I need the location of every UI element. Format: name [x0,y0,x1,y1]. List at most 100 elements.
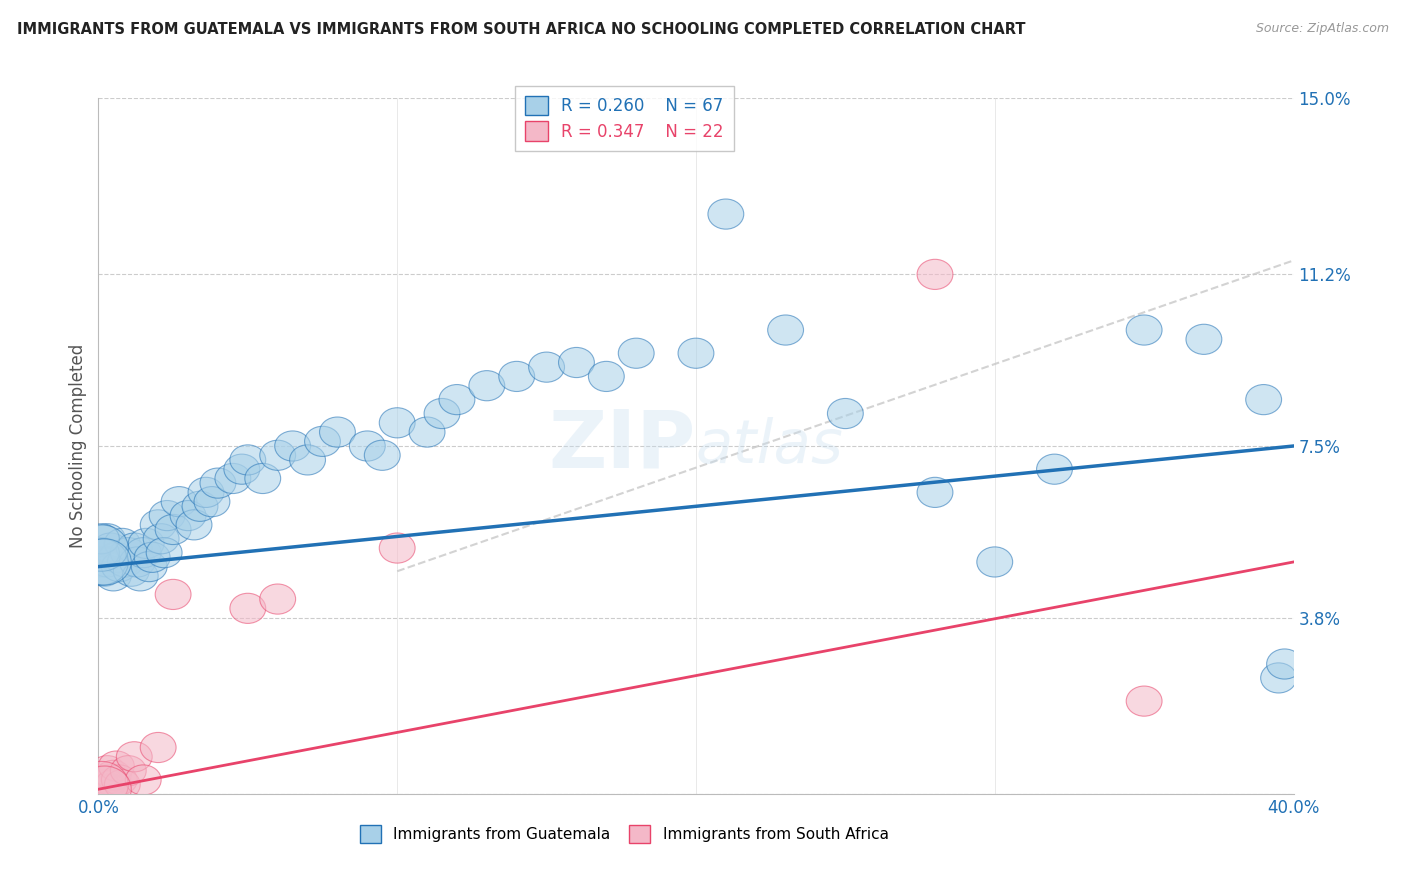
Ellipse shape [104,770,141,800]
Ellipse shape [194,487,231,516]
Ellipse shape [155,515,191,544]
Ellipse shape [215,464,250,493]
Ellipse shape [141,509,176,540]
Ellipse shape [83,538,120,568]
Ellipse shape [87,538,122,568]
Ellipse shape [117,533,152,563]
Ellipse shape [77,539,131,585]
Ellipse shape [245,464,281,493]
Ellipse shape [117,742,152,772]
Ellipse shape [1267,649,1302,679]
Ellipse shape [125,538,162,568]
Ellipse shape [77,766,131,813]
Legend: Immigrants from Guatemala, Immigrants from South Africa: Immigrants from Guatemala, Immigrants fr… [354,819,894,849]
Ellipse shape [93,765,128,795]
Ellipse shape [87,557,122,586]
Ellipse shape [439,384,475,415]
Ellipse shape [110,756,146,786]
Ellipse shape [188,477,224,508]
Ellipse shape [107,547,143,577]
Ellipse shape [90,547,125,577]
Ellipse shape [93,774,128,805]
Ellipse shape [200,468,236,498]
Ellipse shape [101,551,138,582]
Ellipse shape [96,770,131,800]
Ellipse shape [75,539,128,585]
Ellipse shape [231,593,266,624]
Ellipse shape [110,538,146,568]
Ellipse shape [98,542,135,573]
Ellipse shape [1246,384,1282,415]
Ellipse shape [319,417,356,447]
Text: ZIP: ZIP [548,407,696,485]
Text: IMMIGRANTS FROM GUATEMALA VS IMMIGRANTS FROM SOUTH AFRICA NO SCHOOLING COMPLETED: IMMIGRANTS FROM GUATEMALA VS IMMIGRANTS … [17,22,1025,37]
Ellipse shape [1126,686,1163,716]
Ellipse shape [155,580,191,609]
Ellipse shape [87,774,122,805]
Ellipse shape [128,528,165,558]
Ellipse shape [380,408,415,438]
Ellipse shape [183,491,218,521]
Ellipse shape [93,533,128,563]
Ellipse shape [364,441,401,470]
Ellipse shape [87,765,122,795]
Ellipse shape [827,399,863,429]
Ellipse shape [619,338,654,368]
Ellipse shape [709,199,744,229]
Text: Source: ZipAtlas.com: Source: ZipAtlas.com [1256,22,1389,36]
Ellipse shape [170,500,207,531]
Ellipse shape [83,524,120,554]
Ellipse shape [141,732,176,763]
Ellipse shape [131,551,167,582]
Ellipse shape [917,260,953,289]
Ellipse shape [678,338,714,368]
Ellipse shape [499,361,534,392]
Ellipse shape [380,533,415,563]
Ellipse shape [768,315,804,345]
Ellipse shape [98,751,135,781]
Ellipse shape [75,762,128,808]
Ellipse shape [90,756,125,786]
Ellipse shape [90,524,125,554]
Ellipse shape [75,524,128,571]
Ellipse shape [977,547,1012,577]
Ellipse shape [290,445,326,475]
Ellipse shape [260,441,295,470]
Ellipse shape [114,557,149,586]
Ellipse shape [101,765,138,795]
Ellipse shape [96,760,131,790]
Ellipse shape [122,561,159,591]
Ellipse shape [90,770,125,800]
Ellipse shape [274,431,311,461]
Ellipse shape [120,547,155,577]
Ellipse shape [104,528,141,558]
Ellipse shape [529,352,565,382]
Ellipse shape [1187,324,1222,354]
Ellipse shape [558,347,595,377]
Ellipse shape [470,371,505,401]
Ellipse shape [83,770,120,800]
Ellipse shape [231,445,266,475]
Ellipse shape [409,417,446,447]
Ellipse shape [149,500,186,531]
Ellipse shape [96,561,131,591]
Ellipse shape [176,509,212,540]
Y-axis label: No Schooling Completed: No Schooling Completed [69,344,87,548]
Ellipse shape [143,524,179,554]
Ellipse shape [1261,663,1296,693]
Ellipse shape [135,542,170,573]
Ellipse shape [350,431,385,461]
Ellipse shape [425,399,460,429]
Text: atlas: atlas [696,417,844,475]
Ellipse shape [260,584,295,614]
Ellipse shape [1126,315,1163,345]
Ellipse shape [224,454,260,484]
Ellipse shape [83,547,120,577]
Ellipse shape [917,477,953,508]
Ellipse shape [162,487,197,516]
Ellipse shape [589,361,624,392]
Ellipse shape [305,426,340,457]
Ellipse shape [1036,454,1073,484]
Ellipse shape [125,765,162,795]
Ellipse shape [146,538,183,568]
